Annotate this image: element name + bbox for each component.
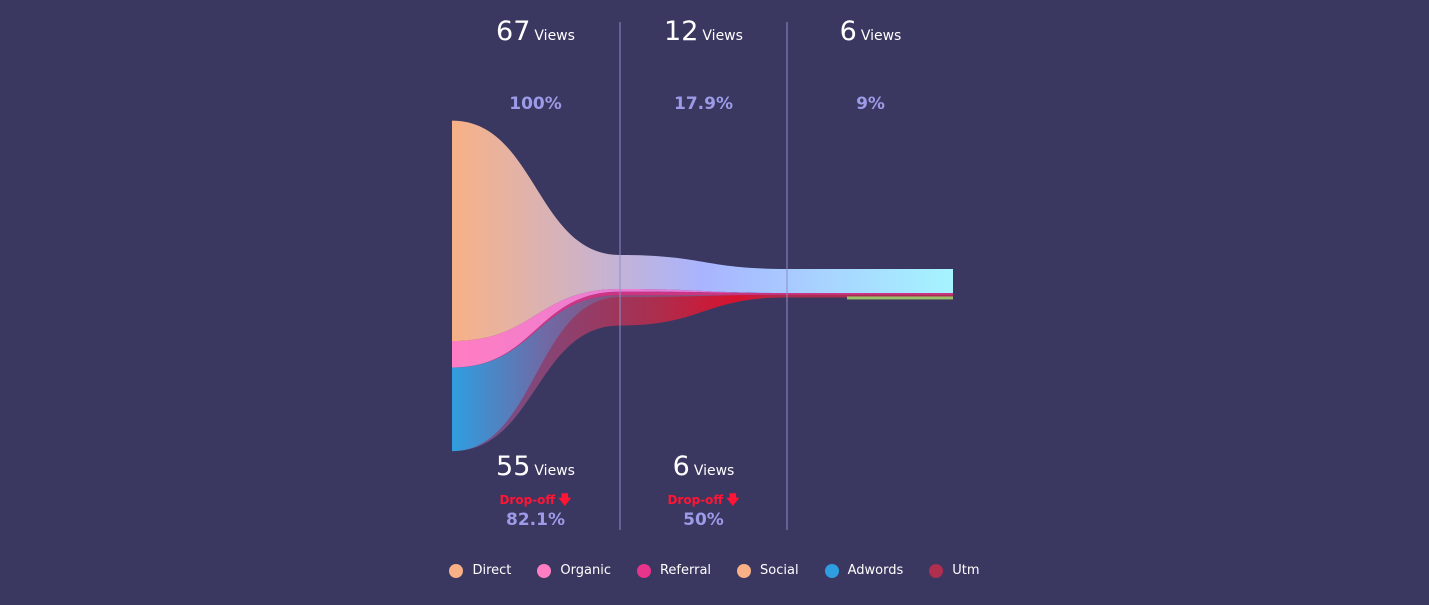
stage-3-views-value: 6 bbox=[839, 16, 857, 47]
band-utm bbox=[452, 294, 953, 452]
dropoff-1-views: 55 Views bbox=[452, 451, 619, 482]
dropoff-2-label: Drop-off 🡇 bbox=[620, 491, 787, 513]
legend-dot-organic bbox=[537, 564, 552, 578]
legend-label-adwords: Adwords bbox=[847, 563, 904, 578]
legend-dot-utm bbox=[929, 564, 944, 578]
stage-3-percent: 9% bbox=[856, 94, 885, 114]
stage-2-percent: 17.9% bbox=[674, 94, 733, 114]
dropoff-2-views: 6 Views bbox=[620, 451, 787, 482]
band-social bbox=[847, 296, 953, 300]
stage-2-views: 12 Views bbox=[620, 16, 787, 47]
dropoff-2-label-text: Drop-off bbox=[667, 493, 724, 507]
legend-label-direct: Direct bbox=[472, 563, 512, 578]
dropoff-2-views-value: 6 bbox=[672, 451, 690, 482]
legend-dot-social bbox=[737, 564, 752, 578]
arrow-down-icon: 🡇 bbox=[558, 493, 572, 508]
dropoff-1-percent: 82.1% bbox=[506, 510, 565, 530]
arrow-down-icon: 🡇 bbox=[726, 493, 740, 508]
legend-item-organic[interactable]: Organic bbox=[537, 561, 611, 581]
legend-item-direct[interactable]: Direct bbox=[449, 561, 511, 581]
stage-1-views-value: 67 bbox=[496, 16, 531, 47]
legend-dot-adwords bbox=[824, 564, 839, 578]
dropoff-1-views-unit: Views bbox=[534, 463, 575, 479]
stage-2-views-unit: Views bbox=[702, 28, 743, 44]
legend-item-social[interactable]: Social bbox=[737, 561, 799, 581]
stage-3-views: 6 Views bbox=[787, 16, 954, 47]
stage-3-views-unit: Views bbox=[860, 28, 902, 44]
stage-1-percent: 100% bbox=[509, 94, 562, 114]
dropoff-2-views-unit: Views bbox=[693, 463, 735, 479]
dropoff-1-views-value: 55 bbox=[496, 451, 531, 482]
legend-label-referral: Referral bbox=[659, 563, 712, 578]
dropoff-1-label-text: Drop-off bbox=[499, 493, 556, 507]
legend-item-utm[interactable]: Utm bbox=[929, 561, 980, 581]
stage-2-views-value: 12 bbox=[664, 16, 699, 47]
legend-label-utm: Utm bbox=[952, 563, 980, 578]
legend-dot-direct bbox=[449, 564, 464, 578]
dropoff-1-label: Drop-off 🡇 bbox=[452, 491, 619, 513]
stage-1-views: 67 Views bbox=[452, 16, 619, 47]
legend-item-referral[interactable]: Referral bbox=[636, 561, 712, 581]
dropoff-2-percent: 50% bbox=[683, 510, 724, 530]
legend-label-organic: Organic bbox=[560, 563, 611, 578]
legend-item-adwords[interactable]: Adwords bbox=[824, 561, 904, 581]
legend: Direct Organic Referral Social Adwords U… bbox=[0, 561, 1429, 581]
band-direct bbox=[452, 120, 953, 342]
stage-1-views-unit: Views bbox=[534, 28, 575, 44]
legend-dot-referral bbox=[636, 564, 651, 578]
legend-label-social: Social bbox=[760, 563, 799, 578]
